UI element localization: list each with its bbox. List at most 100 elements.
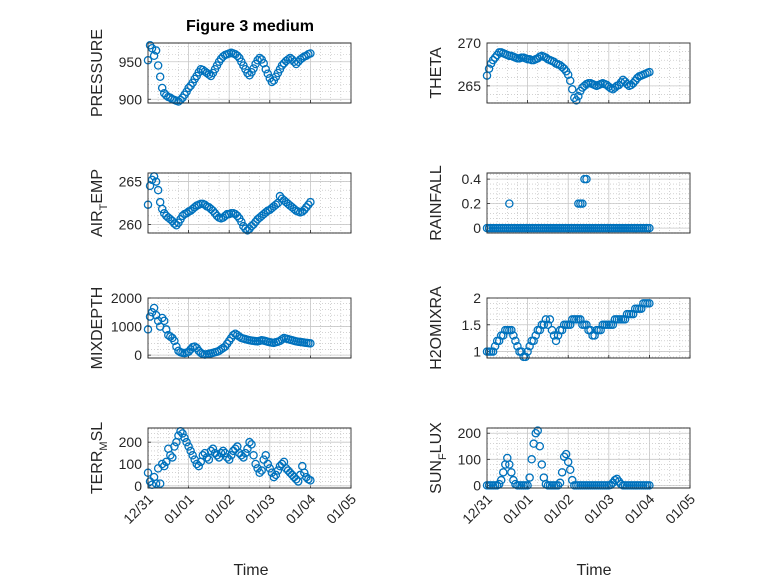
y-tick-label: 270 — [458, 35, 482, 51]
data-point — [507, 468, 516, 477]
data-point — [186, 446, 195, 456]
subplot-mixdepth: 0 1000 2000 MIXDEPTH — [89, 287, 352, 370]
y-tick-label: 2000 — [111, 290, 142, 306]
data-point — [306, 197, 315, 207]
data-point — [645, 223, 654, 233]
data-point — [151, 46, 161, 55]
data-point — [302, 51, 311, 61]
axes-outline — [486, 297, 691, 359]
data-point — [620, 315, 630, 324]
data-point — [145, 312, 155, 321]
data-point — [157, 204, 167, 214]
data-point — [243, 68, 252, 78]
x-axis-label-right: Time — [577, 562, 612, 579]
data-point — [149, 51, 159, 61]
y-tick-label: 1.5 — [462, 317, 482, 333]
data-point — [168, 453, 177, 462]
data-point — [255, 468, 264, 477]
data-point — [178, 429, 187, 438]
data-point — [249, 64, 258, 73]
data-point — [267, 77, 277, 87]
subplot-air-temp: 260 265 AIRTEMP — [89, 169, 352, 237]
data-point — [507, 325, 516, 335]
data-point — [582, 174, 591, 184]
data-point — [202, 453, 212, 462]
data-point — [204, 455, 214, 464]
data-point — [261, 451, 270, 460]
data-point — [568, 85, 577, 94]
data-point — [578, 199, 587, 208]
data-point — [147, 44, 157, 53]
data-point — [565, 76, 575, 85]
data-point — [304, 200, 313, 209]
data-point — [265, 464, 275, 473]
data-point — [586, 325, 595, 335]
series-terr-msl — [143, 427, 315, 489]
data-point — [155, 72, 165, 82]
data-point — [255, 53, 264, 63]
data-point — [553, 331, 563, 340]
data-point — [180, 433, 189, 443]
data-point — [561, 449, 571, 459]
data-point — [162, 91, 171, 100]
data-point — [610, 475, 620, 485]
data-point — [166, 451, 175, 460]
data-point — [170, 219, 179, 228]
data-point — [188, 451, 197, 460]
data-point — [521, 352, 530, 362]
y-axis-label-sun-flux: SUNFLUX — [428, 422, 449, 494]
data-point — [226, 451, 236, 460]
data-point — [565, 465, 575, 474]
subplot-theta: 265 270 THETA — [428, 35, 691, 105]
data-point — [249, 451, 258, 460]
data-point — [628, 309, 638, 319]
data-point — [162, 325, 171, 334]
data-point — [559, 452, 569, 461]
axes-outline — [147, 172, 352, 234]
data-point — [222, 453, 232, 462]
y-axis-label-theta: THETA — [428, 47, 445, 99]
data-point — [216, 448, 226, 458]
data-point — [570, 93, 579, 103]
data-point — [151, 177, 161, 186]
data-point — [551, 336, 561, 346]
data-point — [241, 448, 250, 458]
data-point — [645, 481, 654, 490]
y-axis-label-mixdepth: MIXDEPTH — [89, 287, 106, 370]
data-point — [229, 330, 238, 340]
data-point — [184, 83, 193, 93]
y-tick-label: 0 — [473, 220, 481, 236]
data-point — [306, 476, 315, 485]
data-point — [271, 470, 281, 480]
y-tick-label: 0 — [473, 477, 481, 493]
data-point — [176, 95, 185, 105]
data-point — [547, 325, 557, 335]
y-tick-label: 2 — [473, 290, 481, 306]
data-point — [543, 320, 553, 330]
data-point — [645, 67, 654, 77]
y-tick-label: 265 — [458, 78, 482, 94]
data-point — [300, 468, 309, 477]
y-axis-label-h2omixra: H2OMIXRA — [428, 286, 445, 370]
data-point — [155, 479, 165, 488]
data-point — [233, 51, 242, 61]
data-point — [251, 459, 260, 469]
data-point — [616, 78, 626, 87]
data-point — [257, 466, 266, 475]
data-point — [208, 444, 218, 453]
data-point — [555, 478, 565, 488]
data-point — [159, 461, 169, 471]
data-point — [572, 96, 581, 105]
data-point — [153, 61, 163, 70]
data-point — [157, 83, 167, 93]
figure-title: Figure 3 medium — [186, 18, 314, 35]
data-point — [505, 199, 514, 208]
data-point — [537, 460, 547, 469]
data-point — [488, 347, 498, 356]
axes-outline — [486, 427, 691, 489]
series-rainfall — [482, 174, 654, 233]
series-air-temp — [143, 172, 315, 235]
subplot-h2omixra: 1 1.5 2 H2OMIXRA — [428, 286, 691, 370]
